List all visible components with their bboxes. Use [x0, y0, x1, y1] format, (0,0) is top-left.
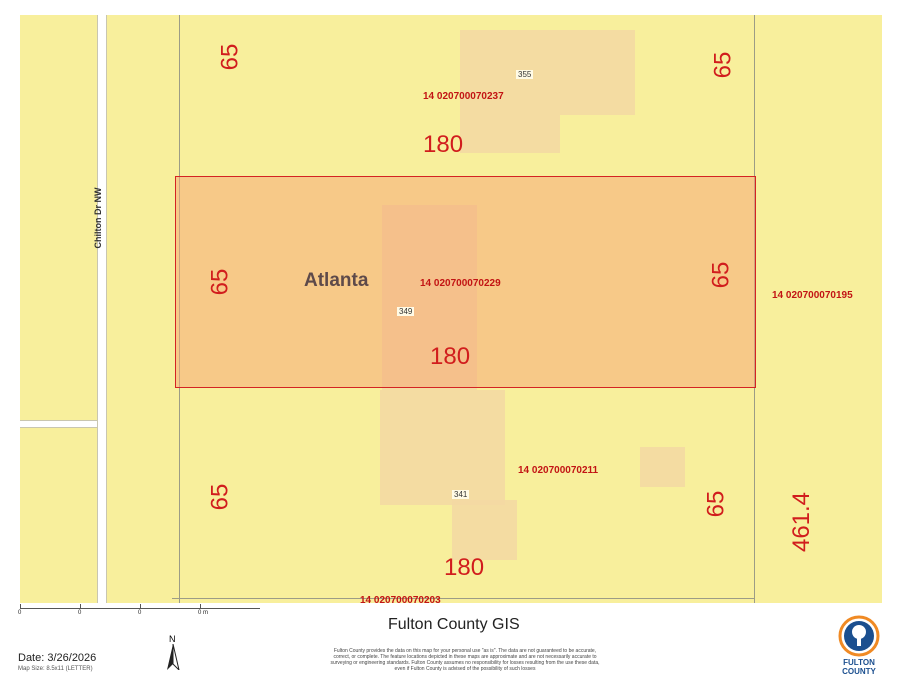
dimension-label: 65: [709, 51, 737, 79]
dimension-label: 461.4: [788, 491, 816, 553]
logo-text: COUNTY: [842, 667, 876, 676]
dimension-label: 65: [206, 268, 234, 296]
scale-bar: [20, 604, 260, 609]
parcel-id[interactable]: 14 020700070195: [772, 290, 853, 301]
parcel-id[interactable]: 14 020700070203: [360, 595, 441, 603]
scale-tick: 0: [78, 610, 82, 616]
dimension-label: 65: [216, 43, 244, 71]
road-side-street: [20, 420, 97, 428]
building-341: [380, 390, 505, 505]
scale-tick: 0: [138, 610, 142, 616]
address-label: 355: [516, 70, 534, 79]
building-shed: [640, 447, 685, 487]
map-canvas[interactable]: Chilton Dr NW Atlanta 14 020700070237 35…: [20, 15, 882, 603]
north-arrow-icon: [167, 644, 180, 670]
map-date: Date: 3/26/2026: [18, 652, 97, 664]
north-label: N: [169, 634, 176, 644]
scale-tick: 0 m: [198, 610, 209, 616]
building-355-annex: [460, 115, 560, 153]
fulton-county-logo: FULTON COUNTY: [835, 614, 883, 690]
map-size: Map Size: 8.5x11 (LETTER): [18, 666, 93, 672]
address-label: 349: [397, 307, 415, 316]
parcel-id[interactable]: 14 020700070229: [420, 278, 501, 289]
tree-logo-icon: [838, 615, 880, 657]
map-title: Fulton County GIS: [388, 616, 520, 633]
north-arrow: N: [163, 634, 183, 670]
parcel-id[interactable]: 14 020700070237: [423, 91, 504, 102]
address-label: 341: [452, 490, 470, 499]
selected-parcel[interactable]: [175, 176, 756, 388]
road-chilton-dr: [97, 15, 107, 603]
dimension-label: 180: [430, 343, 471, 370]
disclaimer: Fulton County provides the data on this …: [330, 648, 600, 672]
city-label: Atlanta: [304, 270, 369, 291]
building-341-annex: [452, 500, 517, 560]
road-label: Chilton Dr NW: [93, 187, 103, 249]
dimension-label: 180: [444, 554, 485, 581]
parcel-line: [172, 598, 754, 599]
scale-tick: 0: [18, 610, 22, 616]
parcel-id[interactable]: 14 020700070211: [518, 465, 599, 476]
logo-text: FULTON: [843, 658, 875, 667]
building-355: [460, 30, 635, 115]
dimension-label: 65: [206, 483, 234, 511]
dimension-label: 180: [423, 131, 464, 158]
dimension-label: 65: [702, 490, 730, 518]
dimension-label: 65: [707, 261, 735, 289]
